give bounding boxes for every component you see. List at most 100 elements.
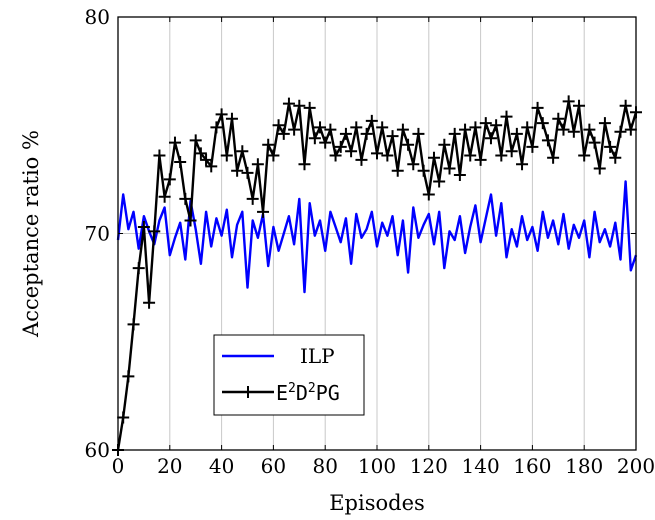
data-point: [246, 192, 259, 205]
x-tick-label: 80: [312, 454, 337, 478]
data-point: [422, 188, 435, 201]
data-point: [143, 296, 156, 309]
data-point: [168, 136, 181, 149]
data-point: [609, 151, 622, 164]
data-point: [557, 123, 570, 136]
data-point: [324, 123, 337, 136]
data-point: [417, 164, 430, 177]
data-point: [598, 117, 611, 130]
data-point: [567, 125, 580, 138]
data-point: [376, 121, 389, 134]
data-point: [547, 151, 560, 164]
data-point: [464, 149, 477, 162]
data-point: [510, 127, 523, 140]
series-ilp: [116, 180, 638, 294]
data-point: [282, 97, 295, 110]
data-point: [184, 214, 197, 227]
data-point: [624, 123, 637, 136]
data-point: [163, 173, 176, 186]
data-point: [433, 175, 446, 188]
data-point: [427, 151, 440, 164]
data-point: [531, 101, 544, 114]
data-point: [365, 114, 378, 127]
series-line: [116, 180, 638, 294]
data-point: [148, 225, 161, 238]
y-tick-label: 80: [85, 5, 110, 29]
data-point: [298, 158, 311, 171]
data-point: [552, 112, 565, 125]
data-point: [438, 138, 451, 151]
data-point: [484, 132, 497, 145]
x-tick-label: 200: [617, 454, 655, 478]
data-point: [448, 127, 461, 140]
data-point: [257, 205, 270, 218]
data-point: [153, 149, 166, 162]
legend-e2d2pg-sup-1: 2: [288, 381, 296, 396]
data-point: [215, 108, 228, 121]
data-point: [536, 117, 549, 130]
data-point: [314, 121, 327, 134]
data-point: [350, 121, 363, 134]
x-tick-label: 40: [209, 454, 234, 478]
legend-e2d2pg-label: E2D2PG: [276, 381, 340, 405]
y-axis-label: Acceptance ratio %: [19, 130, 43, 338]
data-point: [277, 127, 290, 140]
data-point: [360, 127, 373, 140]
data-point: [174, 156, 187, 169]
data-point: [293, 99, 306, 112]
data-point: [391, 164, 404, 177]
data-point: [267, 149, 280, 162]
data-point: [179, 192, 192, 205]
data-point: [541, 134, 554, 147]
data-point: [407, 158, 420, 171]
data-point: [303, 101, 316, 114]
legend-e2d2pg-base-d: D: [296, 381, 308, 405]
data-point: [288, 123, 301, 136]
data-point: [386, 130, 399, 143]
legend-box: [213, 334, 365, 416]
data-point: [402, 138, 415, 151]
legend-ilp-label: ILP: [300, 344, 335, 368]
data-point: [200, 153, 213, 166]
legend-e2d2pg-marker: [242, 386, 254, 398]
data-point: [459, 123, 472, 136]
data-point: [396, 123, 409, 136]
data-point: [137, 221, 150, 234]
data-point: [495, 149, 508, 162]
data-point: [500, 110, 513, 123]
data-point: [189, 134, 202, 147]
legend-plus-marker: [242, 386, 254, 398]
data-point: [583, 123, 596, 136]
data-point: [339, 127, 352, 140]
data-point: [127, 318, 140, 331]
legend: ILP E2D2PG: [213, 334, 365, 416]
data-point: [241, 166, 254, 179]
data-point: [516, 158, 529, 171]
data-point: [381, 149, 394, 162]
data-point: [231, 164, 244, 177]
data-point: [345, 145, 358, 158]
data-point: [132, 262, 145, 275]
data-point: [205, 160, 218, 173]
data-point: [220, 149, 233, 162]
data-point: [453, 169, 466, 182]
data-point: [573, 99, 586, 112]
x-tick-label: 100: [358, 454, 396, 478]
y-tick-label: 70: [85, 222, 110, 246]
data-point: [526, 140, 539, 153]
data-point: [158, 190, 171, 203]
legend-e2d2pg-base-pg: PG: [316, 381, 340, 405]
x-axis-ticks: 0 20 40 60 80 100 120 140 160 180 200: [112, 17, 655, 478]
legend-e2d2pg-base-e: E: [276, 381, 288, 405]
data-point: [412, 127, 425, 140]
y-tick-label: 60: [85, 438, 110, 462]
data-point: [272, 119, 285, 132]
data-point: [593, 162, 606, 175]
x-tick-label: 160: [513, 454, 551, 478]
data-point: [588, 136, 601, 149]
data-point: [194, 147, 207, 160]
y-axis-ticks: 60 70 80: [85, 5, 636, 462]
x-tick-label: 140: [462, 454, 500, 478]
data-point: [251, 158, 264, 171]
